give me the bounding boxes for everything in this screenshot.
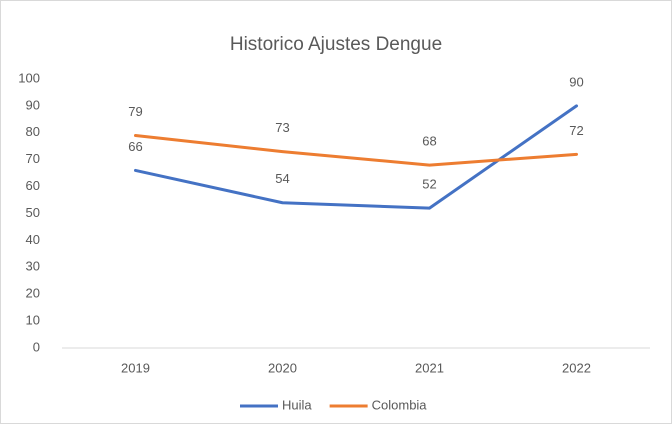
y-tick-label: 0 [33,339,40,354]
y-tick-label: 100 [18,70,40,85]
y-tick-label: 40 [26,232,40,247]
x-tick-label: 2021 [415,360,444,375]
data-label: 73 [275,120,289,135]
y-tick-label: 30 [26,259,40,274]
data-label: 68 [422,134,436,149]
y-tick-label: 20 [26,286,40,301]
chart-title: Historico Ajustes Dengue [230,34,442,55]
x-tick-label: 2019 [121,360,150,375]
legend-label: Colombia [372,397,428,412]
y-tick-label: 60 [26,178,40,193]
x-tick-label: 2020 [268,360,297,375]
y-tick-label: 50 [26,205,40,220]
legend-label: Huila [282,397,312,412]
series-line [134,104,578,210]
data-label: 52 [422,177,436,192]
data-label: 66 [128,139,142,154]
data-label: 54 [275,171,289,186]
y-tick-label: 70 [26,151,40,166]
data-label: 90 [569,74,583,89]
data-label: 79 [128,104,142,119]
series-line [134,133,578,167]
y-tick-label: 90 [26,97,40,112]
data-label: 72 [569,123,583,138]
y-tick-label: 10 [26,313,40,328]
y-tick-label: 80 [26,124,40,139]
x-tick-label: 2022 [562,360,591,375]
